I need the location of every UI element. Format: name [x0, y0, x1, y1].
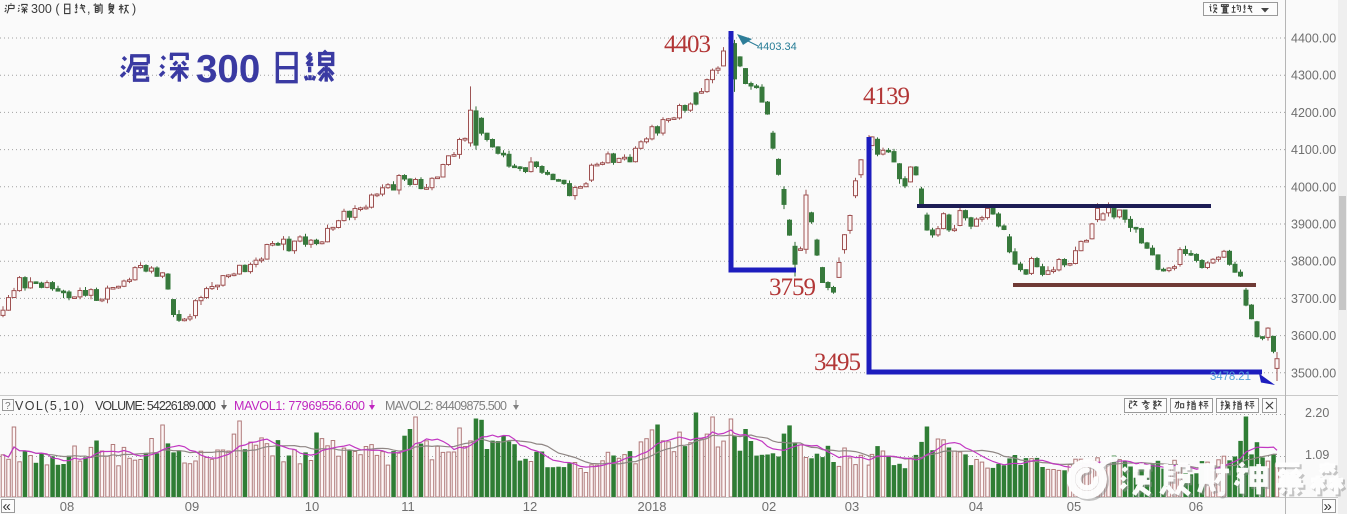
- svg-text:3900.00: 3900.00: [1291, 218, 1336, 232]
- svg-text:03: 03: [845, 499, 859, 514]
- svg-text:MAVOL2: 84409875.500: MAVOL2: 84409875.500: [385, 399, 507, 413]
- svg-text:02: 02: [762, 499, 776, 514]
- svg-text:4000.00: 4000.00: [1291, 180, 1336, 194]
- svg-text:04: 04: [969, 499, 983, 514]
- svg-text:4139: 4139: [863, 83, 910, 110]
- svg-text:4300.00: 4300.00: [1291, 69, 1336, 83]
- svg-text:3495: 3495: [814, 349, 861, 376]
- svg-text:4400.00: 4400.00: [1291, 32, 1336, 46]
- svg-text:?: ?: [5, 401, 11, 412]
- svg-text:«: «: [3, 498, 11, 514]
- svg-text:3600.00: 3600.00: [1291, 329, 1336, 343]
- svg-text:09: 09: [185, 499, 199, 514]
- svg-text:3700.00: 3700.00: [1291, 292, 1336, 306]
- svg-text:3800.00: 3800.00: [1291, 255, 1336, 269]
- svg-text:4403: 4403: [664, 31, 711, 58]
- svg-text:300 (: 300 (: [31, 2, 60, 16]
- svg-text:MAVOL1: 77969556.600: MAVOL1: 77969556.600: [234, 399, 365, 413]
- svg-text:11: 11: [401, 499, 415, 514]
- svg-text:12: 12: [523, 499, 537, 514]
- svg-text:1.09: 1.09: [1305, 448, 1329, 462]
- svg-text:3478.21: 3478.21: [1210, 371, 1251, 383]
- svg-text:3759: 3759: [769, 274, 816, 301]
- svg-text:,: ,: [87, 2, 90, 16]
- svg-text:VOL(5,10): VOL(5,10): [15, 399, 84, 413]
- svg-text:3500.00: 3500.00: [1291, 366, 1336, 380]
- svg-text:10: 10: [305, 499, 319, 514]
- svg-text:): ): [132, 2, 136, 16]
- svg-text:4403.34: 4403.34: [757, 41, 797, 53]
- svg-text:2018: 2018: [638, 499, 667, 514]
- svg-text:05: 05: [1067, 499, 1081, 514]
- svg-text:300: 300: [196, 48, 260, 91]
- svg-text:2.20: 2.20: [1305, 406, 1329, 420]
- svg-text:06: 06: [1189, 499, 1203, 514]
- svg-text:»: »: [1324, 498, 1332, 514]
- svg-text:08: 08: [60, 499, 74, 514]
- svg-text:4100.00: 4100.00: [1291, 143, 1336, 157]
- svg-text:4200.00: 4200.00: [1291, 106, 1336, 120]
- svg-text:VOLUME: 54226189.000: VOLUME: 54226189.000: [95, 399, 216, 413]
